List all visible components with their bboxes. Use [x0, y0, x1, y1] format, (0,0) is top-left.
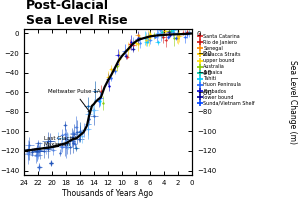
Text: Post-Glacial
Sea Level Rise: Post-Glacial Sea Level Rise [26, 0, 127, 27]
X-axis label: Thousands of Years Ago: Thousands of Years Ago [62, 189, 154, 198]
Legend: Santa Catarina, Rio de Janiero, Senegal, Malacca Straits, upper bound, Australia: Santa Catarina, Rio de Janiero, Senegal,… [198, 34, 255, 106]
Text: Meltwater Pulse 1A: Meltwater Pulse 1A [48, 89, 101, 113]
Text: Sea Level Change (m): Sea Level Change (m) [288, 60, 297, 144]
Text: Last Glacial
Maximum: Last Glacial Maximum [44, 136, 76, 146]
